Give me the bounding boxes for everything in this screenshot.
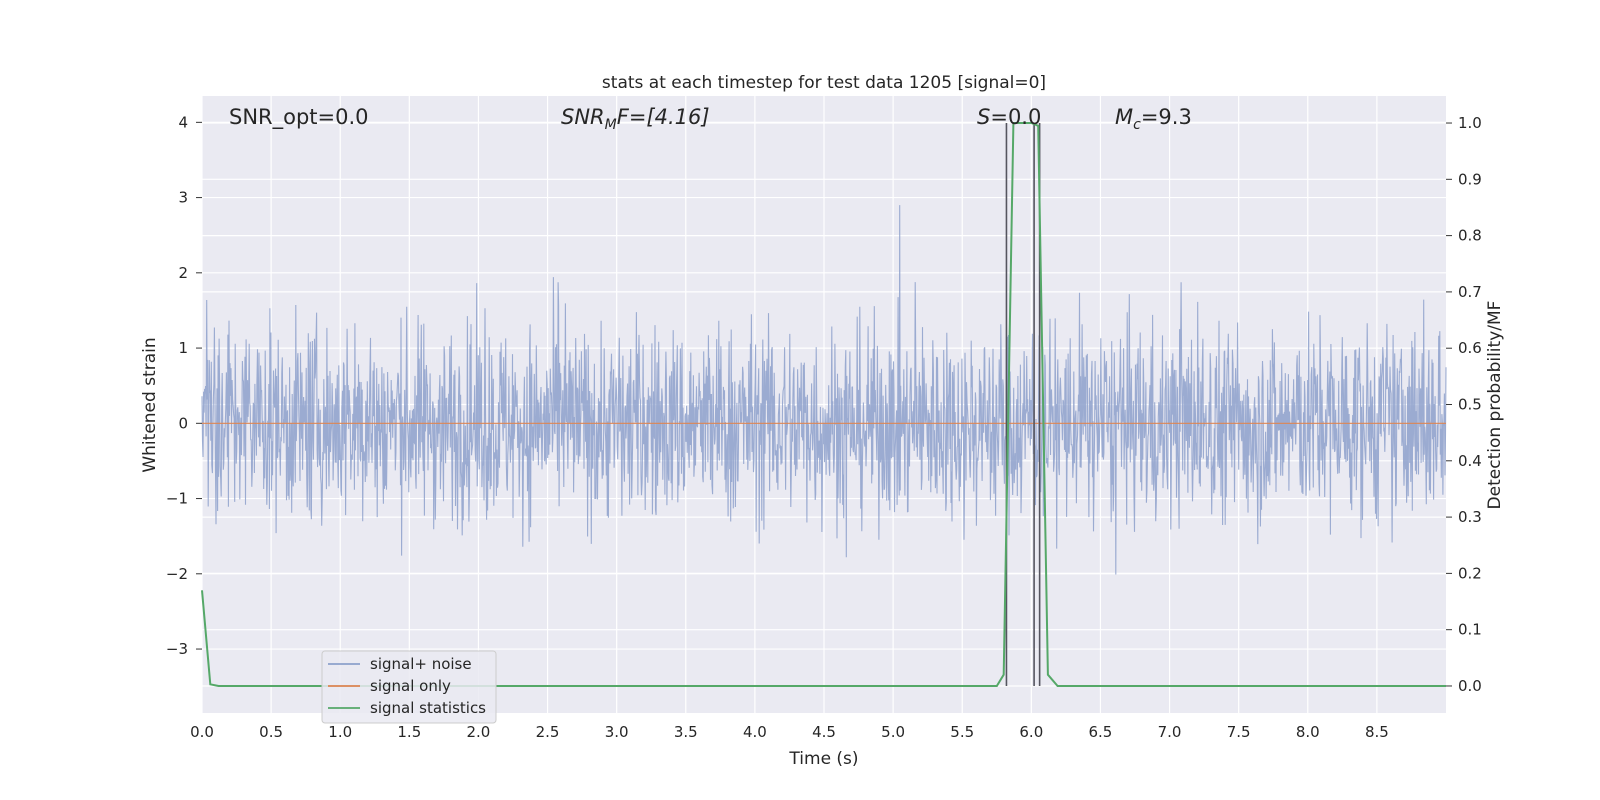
- y-left-tick-label: 3: [178, 189, 188, 207]
- y-right-tick-label: 0.5: [1458, 396, 1482, 414]
- y-right-tick-label: 0.6: [1458, 339, 1482, 357]
- annotation-mc-value: =9.3: [1141, 105, 1192, 129]
- y-right-tick-label: 0.9: [1458, 170, 1482, 188]
- y-left-tick-label: 1: [178, 339, 188, 357]
- x-tick-label: 6.0: [1019, 723, 1043, 741]
- annotation-snr-mf-tail: F=[4.16]: [617, 105, 710, 129]
- legend-label-signal-only: signal only: [370, 677, 451, 695]
- signal-statistics-line: [201, 122, 1446, 687]
- y-axis-right-ticks: 1.0 0.9 0.8 0.7 0.6 0.5 0.4 0.3 0.2 0.1 0.0: [1446, 114, 1482, 695]
- x-tick-label: 1.0: [328, 723, 352, 741]
- x-tick-label: 4.5: [812, 723, 836, 741]
- legend-box: [321, 650, 497, 724]
- y-right-tick-label: 0.7: [1458, 283, 1482, 301]
- y-right-tick-label: 0.2: [1458, 564, 1482, 582]
- x-tick-label: 3.5: [674, 723, 698, 741]
- x-tick-label: 6.5: [1089, 723, 1113, 741]
- x-tick-label: 2.0: [467, 723, 491, 741]
- x-tick-label: 2.5: [536, 723, 560, 741]
- annotation-snr-mf: SNRMF=[4.16]: [561, 105, 710, 133]
- y-axis-left-ticks: 4 3 2 1 0 −1 −2 −3: [166, 113, 202, 658]
- annotation-s: S=0.0: [977, 105, 1041, 129]
- x-tick-label: 5.0: [881, 723, 905, 741]
- legend: signal+ noise signal only signal statist…: [321, 650, 497, 724]
- annotation-mc: Mc=9.3: [1115, 105, 1192, 133]
- annotation-snr-mf-sub: M: [605, 117, 617, 133]
- grid-lines: [201, 96, 1446, 713]
- legend-label-signal-statistics: signal statistics: [370, 699, 486, 717]
- annotation-snr-opt: SNR_opt=0.0: [229, 105, 369, 130]
- x-axis-ticks: 0.0 0.5 1.0 1.5 2.0 2.5 3.0 3.5 4.0 4.5 5.0 5.5 6.0 6…: [190, 723, 1389, 741]
- x-tick-label: 0.5: [259, 723, 283, 741]
- y-left-tick-label: −1: [166, 490, 188, 508]
- x-tick-label: 7.5: [1227, 723, 1251, 741]
- y-right-tick-label: 0.4: [1458, 452, 1482, 470]
- annotation-s-symbol: S: [977, 105, 990, 129]
- x-tick-label: 5.5: [950, 723, 974, 741]
- y-axis-right-label: Detection probability/MF: [1485, 301, 1505, 510]
- y-left-tick-label: −3: [166, 640, 188, 658]
- annotation-mc-sub: c: [1133, 117, 1141, 133]
- y-right-tick-label: 0.1: [1458, 621, 1482, 639]
- x-tick-label: 3.0: [605, 723, 629, 741]
- y-left-tick-label: 0: [178, 414, 188, 432]
- annotation-snr-mf-main: SNR: [561, 105, 605, 129]
- x-tick-label: 8.5: [1365, 723, 1389, 741]
- y-right-tick-label: 0.3: [1458, 508, 1482, 526]
- series-signal-statistics: [201, 122, 1446, 687]
- x-tick-label: 4.0: [743, 723, 767, 741]
- x-tick-label: 0.0: [190, 723, 214, 741]
- chart-title: stats at each timestep for test data 120…: [602, 73, 1046, 93]
- x-tick-label: 7.0: [1158, 723, 1182, 741]
- annotation-s-value: =0.0: [990, 105, 1041, 129]
- legend-label-signal-noise: signal+ noise: [370, 655, 472, 673]
- annotation-mc-main: M: [1115, 105, 1133, 129]
- y-right-tick-label: 1.0: [1458, 114, 1482, 132]
- x-tick-label: 1.5: [397, 723, 421, 741]
- y-right-tick-label: 0.0: [1458, 677, 1482, 695]
- y-axis-left-label: Whitened strain: [140, 337, 160, 472]
- y-left-tick-label: −2: [166, 565, 188, 583]
- y-left-tick-label: 2: [178, 264, 188, 282]
- y-left-tick-label: 4: [178, 113, 188, 131]
- x-tick-label: 8.0: [1296, 723, 1320, 741]
- y-right-tick-label: 0.8: [1458, 227, 1482, 245]
- x-axis-label: Time (s): [788, 749, 858, 769]
